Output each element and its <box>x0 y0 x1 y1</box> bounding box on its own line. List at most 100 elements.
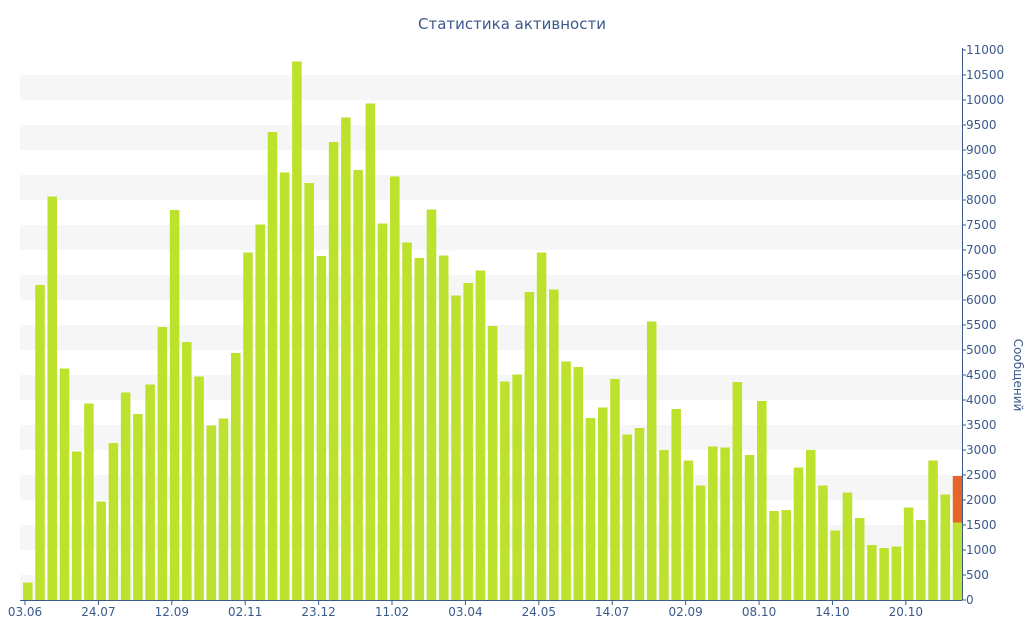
bars <box>23 61 963 600</box>
bar <box>732 382 743 600</box>
y-tick-label: 8500 <box>966 168 997 182</box>
bar <box>365 103 376 600</box>
y-tick-label: 4000 <box>966 393 997 407</box>
y-tick-label: 9000 <box>966 143 997 157</box>
x-tick-label: 03.06 <box>8 605 42 619</box>
bar <box>463 283 473 600</box>
bar <box>194 376 204 600</box>
y-tick-label: 1500 <box>966 518 997 532</box>
bar <box>622 434 632 600</box>
grid-band <box>20 75 962 100</box>
bar <box>757 401 767 600</box>
bar <box>182 342 192 600</box>
bar <box>279 172 290 600</box>
y-tick-label: 5500 <box>966 318 997 332</box>
bar <box>47 196 58 600</box>
x-tick-label: 11.02 <box>375 605 409 619</box>
y-tick-label: 3000 <box>966 443 997 457</box>
bar <box>23 582 33 600</box>
y-tick-label: 7500 <box>966 218 997 232</box>
chart-title: Статистика активности <box>418 15 606 33</box>
x-tick-label: 02.09 <box>668 605 702 619</box>
bar <box>475 270 486 600</box>
bar <box>487 326 498 600</box>
bar <box>561 361 571 600</box>
bar <box>805 450 816 600</box>
y-tick-label: 2500 <box>966 468 997 482</box>
y-tick-label: 7000 <box>966 243 997 257</box>
bar <box>818 485 828 600</box>
x-axis-ticks: 03.06 24.07 12.09 02.11 23.12 11.02 03.04 24.05… <box>8 600 923 619</box>
bar <box>769 511 779 600</box>
bar <box>879 548 889 600</box>
bar <box>267 132 278 600</box>
y-axis-ticks: 0 500 1000 1500 2000 2500 3000 3500 4000 4500 5000… <box>962 43 1004 607</box>
x-tick-label: 03.04 <box>448 605 482 619</box>
y-tick-label: 9500 <box>966 118 997 132</box>
bar <box>536 252 547 600</box>
bar <box>573 367 584 600</box>
bar <box>402 242 412 600</box>
y-tick-label: 11000 <box>966 43 1004 57</box>
bar <box>304 183 314 600</box>
bar <box>451 295 461 600</box>
bar <box>169 210 180 600</box>
bar <box>108 443 119 600</box>
x-tick-label: 24.07 <box>81 605 115 619</box>
bar <box>84 403 94 600</box>
y-tick-label: 6500 <box>966 268 997 282</box>
bar <box>585 418 596 600</box>
bar <box>659 450 669 600</box>
bar <box>414 258 425 600</box>
x-tick-label: 23.12 <box>301 605 335 619</box>
y-tick-label: 10500 <box>966 68 1004 82</box>
bar <box>59 368 70 600</box>
bar <box>145 384 155 600</box>
bar <box>940 494 951 600</box>
bar <box>512 374 522 600</box>
bar <box>867 545 877 600</box>
y-axis-title: Сообщений <box>1011 339 1024 412</box>
bar <box>120 392 131 600</box>
x-tick-label: 24.05 <box>522 605 556 619</box>
y-tick-label: 3500 <box>966 418 997 432</box>
bar <box>524 292 535 600</box>
bar <box>842 492 853 600</box>
bar <box>891 546 902 600</box>
bar <box>426 209 437 600</box>
bar <box>903 507 914 600</box>
x-tick-label: 14.10 <box>815 605 849 619</box>
x-tick-label: 20.10 <box>889 605 923 619</box>
bar <box>928 460 938 600</box>
bar <box>708 446 718 600</box>
bar <box>720 447 730 600</box>
x-tick-label: 12.09 <box>155 605 189 619</box>
x-tick-label: 02.11 <box>228 605 262 619</box>
bar <box>243 252 253 600</box>
bar <box>206 425 217 600</box>
bar <box>500 381 510 600</box>
bar <box>916 520 926 600</box>
bar <box>549 289 559 600</box>
x-tick-label: 08.10 <box>742 605 776 619</box>
y-tick-label: 1000 <box>966 543 997 557</box>
bar <box>438 255 449 600</box>
bar <box>71 451 82 600</box>
bar <box>744 455 755 600</box>
bar <box>157 327 168 600</box>
bar <box>292 61 302 600</box>
bar <box>610 379 620 600</box>
bar <box>854 518 865 600</box>
x-tick-label: 14.07 <box>595 605 629 619</box>
bar <box>133 414 143 600</box>
bar <box>671 409 681 600</box>
y-tick-label: 4500 <box>966 368 997 382</box>
bar <box>781 510 792 600</box>
bar <box>695 485 706 600</box>
y-tick-label: 5000 <box>966 343 997 357</box>
bar-highlight-segment <box>952 476 963 523</box>
bar <box>328 142 339 600</box>
y-tick-label: 8000 <box>966 193 997 207</box>
bar <box>316 256 327 600</box>
